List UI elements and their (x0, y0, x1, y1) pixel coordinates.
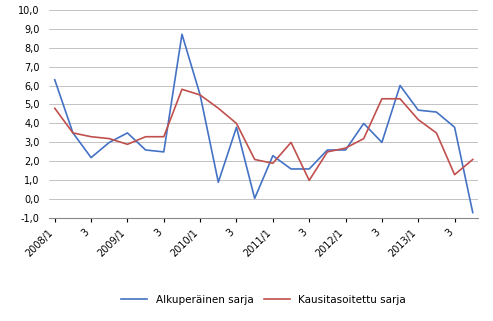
Line: Alkuperäinen sarja: Alkuperäinen sarja (55, 34, 473, 213)
Legend: Alkuperäinen sarja, Kausitasoitettu sarja: Alkuperäinen sarja, Kausitasoitettu sarj… (117, 291, 410, 309)
Alkuperäinen sarja (361, 122, 367, 126)
Kausitasoitettu sarja (142, 135, 148, 139)
Alkuperäinen sarja (415, 108, 421, 112)
Kausitasoitettu sarja (343, 146, 349, 150)
Alkuperäinen sarja (70, 131, 76, 135)
Alkuperäinen sarja (252, 196, 258, 200)
Alkuperäinen sarja (379, 141, 385, 144)
Kausitasoitettu sarja (415, 118, 421, 122)
Alkuperäinen sarja (470, 211, 476, 214)
Alkuperäinen sarja (306, 167, 312, 171)
Alkuperäinen sarja (288, 167, 294, 171)
Kausitasoitettu sarja (361, 137, 367, 141)
Alkuperäinen sarja (197, 93, 203, 97)
Kausitasoitettu sarja (470, 158, 476, 161)
Alkuperäinen sarja (125, 131, 131, 135)
Alkuperäinen sarja (343, 148, 349, 152)
Alkuperäinen sarja (179, 32, 185, 36)
Kausitasoitettu sarja (234, 122, 240, 126)
Alkuperäinen sarja (397, 83, 403, 87)
Kausitasoitettu sarja (70, 131, 76, 135)
Kausitasoitettu sarja (125, 143, 131, 146)
Alkuperäinen sarja (452, 125, 458, 129)
Kausitasoitettu sarja (452, 173, 458, 177)
Kausitasoitettu sarja (433, 131, 439, 135)
Alkuperäinen sarja (215, 180, 221, 184)
Kausitasoitettu sarja (306, 178, 312, 182)
Alkuperäinen sarja (161, 150, 167, 154)
Kausitasoitettu sarja (106, 137, 112, 141)
Kausitasoitettu sarja (252, 158, 258, 161)
Alkuperäinen sarja (433, 110, 439, 114)
Kausitasoitettu sarja (161, 135, 167, 139)
Kausitasoitettu sarja (88, 135, 94, 139)
Kausitasoitettu sarja (288, 141, 294, 144)
Kausitasoitettu sarja (197, 93, 203, 97)
Kausitasoitettu sarja (179, 87, 185, 91)
Kausitasoitettu sarja (215, 106, 221, 110)
Kausitasoitettu sarja (379, 97, 385, 101)
Kausitasoitettu sarja (397, 97, 403, 101)
Kausitasoitettu sarja (52, 106, 58, 110)
Alkuperäinen sarja (234, 125, 240, 129)
Alkuperäinen sarja (324, 148, 330, 152)
Alkuperäinen sarja (52, 78, 58, 82)
Alkuperäinen sarja (88, 156, 94, 160)
Line: Kausitasoitettu sarja: Kausitasoitettu sarja (55, 89, 473, 180)
Alkuperäinen sarja (106, 141, 112, 144)
Kausitasoitettu sarja (270, 161, 276, 165)
Kausitasoitettu sarja (324, 150, 330, 154)
Alkuperäinen sarja (270, 154, 276, 158)
Alkuperäinen sarja (142, 148, 148, 152)
